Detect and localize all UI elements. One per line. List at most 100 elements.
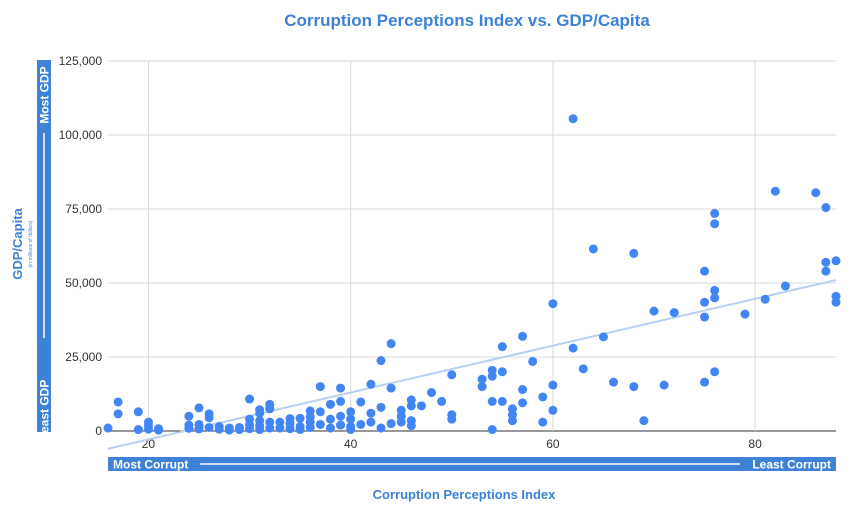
data-point (740, 309, 750, 319)
data-point (214, 424, 224, 434)
data-point (548, 299, 558, 309)
data-point (356, 419, 366, 429)
data-point (437, 396, 447, 406)
data-point (497, 367, 507, 377)
data-point (376, 402, 386, 412)
data-point (143, 424, 153, 434)
data-point (184, 411, 194, 421)
data-point (336, 396, 346, 406)
data-point (133, 407, 143, 417)
data-point (285, 424, 295, 434)
data-point (447, 414, 457, 424)
data-point (588, 244, 598, 254)
data-point (710, 293, 720, 303)
data-point (336, 383, 346, 393)
data-point (265, 404, 275, 414)
data-point (346, 407, 356, 417)
data-point (386, 419, 396, 429)
data-point (325, 423, 335, 433)
data-point (265, 423, 275, 433)
x-axis-title: Corruption Perceptions Index (373, 487, 557, 502)
data-point (831, 256, 841, 266)
data-point (669, 308, 679, 318)
data-point (609, 377, 619, 387)
data-point (477, 374, 487, 384)
data-point (416, 401, 426, 411)
data-point (346, 425, 356, 435)
data-point (204, 422, 214, 432)
data-point (700, 297, 710, 307)
y-tick-label: 0 (95, 424, 102, 438)
data-point (447, 370, 457, 380)
data-point (113, 409, 123, 419)
data-point (245, 394, 255, 404)
y-tick-label: 50,000 (65, 276, 102, 290)
data-point (356, 397, 366, 407)
data-point (295, 425, 305, 435)
y-tick-label: 100,000 (59, 128, 103, 142)
data-point (821, 257, 831, 267)
data-point (629, 248, 639, 258)
data-point (396, 417, 406, 427)
data-point (366, 379, 376, 389)
data-point (194, 424, 204, 434)
grid-lines (108, 60, 836, 432)
y-axis-ticks: 0 25,000 50,000 75,000 100,000 125,000 (59, 54, 103, 438)
data-point (386, 383, 396, 393)
data-point (487, 425, 497, 435)
data-point (406, 401, 416, 411)
y-band-bottom-label: Least GDP (38, 380, 52, 441)
x-band-right-label: Least Corrupt (752, 458, 831, 472)
data-point (376, 423, 386, 433)
data-point (710, 285, 720, 295)
data-point (255, 408, 265, 418)
y-axis-title: GDP/Capita (10, 207, 25, 279)
data-point (376, 356, 386, 366)
data-point (497, 396, 507, 406)
data-point (275, 423, 285, 433)
data-point (710, 219, 720, 229)
y-tick-label: 25,000 (65, 350, 102, 364)
data-point (710, 367, 720, 377)
data-point (538, 392, 548, 402)
data-point (295, 413, 305, 423)
data-point (831, 297, 841, 307)
x-tick-label: 40 (344, 437, 358, 451)
data-point (700, 377, 710, 387)
data-point (487, 371, 497, 381)
data-point (315, 419, 325, 429)
data-points (103, 114, 841, 435)
data-point (406, 421, 416, 431)
data-point (477, 382, 487, 392)
data-point (497, 342, 507, 352)
data-point (315, 407, 325, 417)
trendline (107, 279, 837, 450)
data-point (548, 405, 558, 415)
data-point (760, 294, 770, 304)
data-point (234, 425, 244, 435)
data-point (821, 266, 831, 276)
data-point (194, 403, 204, 413)
data-point (336, 411, 346, 421)
data-point (568, 343, 578, 353)
data-point (568, 114, 578, 124)
y-axis-subtitle: (in millions of dollars) (28, 220, 34, 267)
data-point (133, 425, 143, 435)
data-point (811, 188, 821, 198)
data-point (224, 425, 234, 435)
data-point (255, 425, 265, 435)
x-axis-ticks: 20 40 60 80 (142, 437, 762, 451)
data-point (598, 332, 608, 342)
data-point (325, 399, 335, 409)
y-tick-label: 75,000 (65, 202, 102, 216)
data-point (548, 380, 558, 390)
data-point (700, 312, 710, 322)
data-point (528, 356, 538, 366)
data-point (507, 416, 517, 426)
data-point (386, 339, 396, 349)
data-point (427, 388, 437, 398)
data-point (578, 364, 588, 374)
data-point (487, 396, 497, 406)
y-band-top-label: Most GDP (38, 66, 52, 123)
